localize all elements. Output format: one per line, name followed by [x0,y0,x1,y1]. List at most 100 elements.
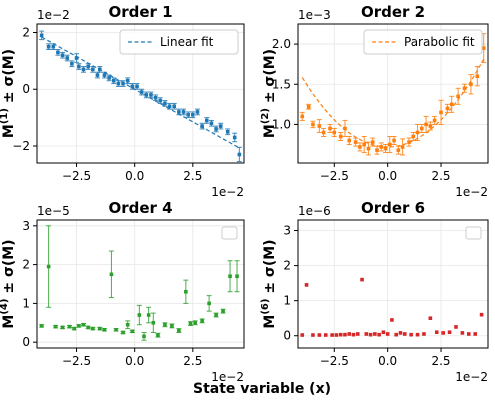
data-point-25 [420,126,424,131]
x-exponent-label: 1e−2 [211,370,244,384]
y-tick-label-2: 2 [283,259,291,273]
axes-frame [297,23,489,164]
data-point-30 [177,110,181,114]
data-point-32 [186,112,190,117]
data-point-20 [151,320,156,325]
axes-frame [297,219,489,349]
data-point-30 [214,313,218,317]
data-point-11 [355,332,360,336]
data-point-36 [481,46,486,50]
data-point-23 [411,134,416,139]
data-point-13 [97,67,102,72]
data-point-0 [300,333,305,337]
y-tick-label-1: 1 [22,296,30,310]
data-point-5 [65,56,70,60]
y-tick-label-2: 2.0 [272,37,291,51]
data-point-26 [158,98,163,103]
data-point-32 [228,274,232,279]
y-label-main: M [1,315,17,329]
panel-title: Order 4 [108,199,172,217]
y-label-superscript: (1) [0,108,10,124]
x-tick-label-0: −2.5 [320,169,349,183]
panel-title: Order 6 [361,199,425,217]
data-point-26 [428,316,433,320]
data-point-37 [209,121,214,126]
legend-box-empty [221,226,238,240]
data-point-26 [424,122,428,127]
data-point-28 [167,104,172,109]
y-label-rest: ± σ(M) [1,239,17,298]
y-axis-label: M(2) ± σ(M) [260,49,278,138]
legend-label: Linear fit [160,35,214,49]
data-point-12 [109,272,114,277]
data-point-20 [394,332,399,337]
y-axis-label: M(4) ± σ(M) [0,239,17,328]
data-point-4 [60,53,65,58]
data-point-31 [449,102,454,107]
data-point-14 [368,332,373,337]
data-point-19 [390,318,394,322]
y-exponent-label: 1e−6 [298,204,331,218]
data-point-11 [91,67,95,72]
y-exponent-label: 1e−2 [37,8,70,22]
data-point-22 [402,332,407,336]
y-tick-label-1: 1.5 [272,77,291,91]
data-point-6 [70,61,74,66]
data-point-12 [95,73,100,77]
data-point-33 [473,332,477,336]
y-axis-label: M(1) ± σ(M) [0,49,17,138]
data-point-7 [81,322,86,327]
data-point-17 [381,330,386,335]
data-point-10 [86,64,90,69]
x-tick-label-2: 2.5 [183,354,202,368]
data-point-15 [107,76,111,80]
data-point-0 [39,324,44,328]
data-point-40 [225,129,230,134]
data-point-22 [407,140,411,144]
data-point-16 [130,329,135,334]
y-tick-label-3: 3 [22,219,30,233]
data-point-41 [232,135,237,140]
panel-3: −2.5 0.0 2.5 0 1 2 3 1e−5 1e−2 Order 4 M(4) ± σ(M) [0,199,245,384]
data-point-18 [385,332,390,336]
data-point-33 [191,112,195,117]
x-tick-label-1: 0.0 [125,169,144,183]
data-point-3 [56,50,60,55]
legend-box-empty [465,226,482,240]
data-point-4 [323,333,328,337]
data-point-17 [116,81,121,86]
data-point-17 [383,146,388,151]
y-tick-label-1: 0 [22,82,30,96]
data-point-31 [221,309,225,313]
panel-2: −2.5 0.0 2.5 1.0 1.5 2.0 1e−3 1e−2 Order 2 M(2) ±… [260,3,489,199]
data-point-6 [77,324,81,328]
data-point-39 [218,124,223,128]
data-point-38 [214,127,218,131]
data-point-17 [137,313,142,317]
y-tick-label-1: 1 [283,294,291,308]
x-exponent-label: 1e−2 [455,185,488,199]
y-label-superscript: (6) [260,299,271,315]
data-point-19 [146,313,151,317]
data-point-23 [409,332,413,337]
data-point-10 [97,326,102,331]
data-point-24 [149,93,153,97]
data-point-8 [86,325,90,330]
data-point-24 [415,332,420,337]
data-point-9 [347,138,352,143]
data-point-21 [398,331,403,335]
data-point-5 [330,333,334,337]
data-point-35 [200,124,204,128]
data-point-24 [177,328,181,333]
y-label-superscript: (4) [0,299,10,315]
data-point-8 [343,126,347,131]
x-exponent-label: 1e−2 [455,370,488,384]
data-point-0 [300,114,305,119]
y-tick-label-0: −2 [12,139,30,153]
data-point-42 [237,152,242,157]
data-point-12 [362,142,366,147]
data-point-1 [306,104,311,109]
data-point-15 [375,148,379,152]
data-point-29 [439,110,443,115]
data-point-11 [102,327,107,332]
